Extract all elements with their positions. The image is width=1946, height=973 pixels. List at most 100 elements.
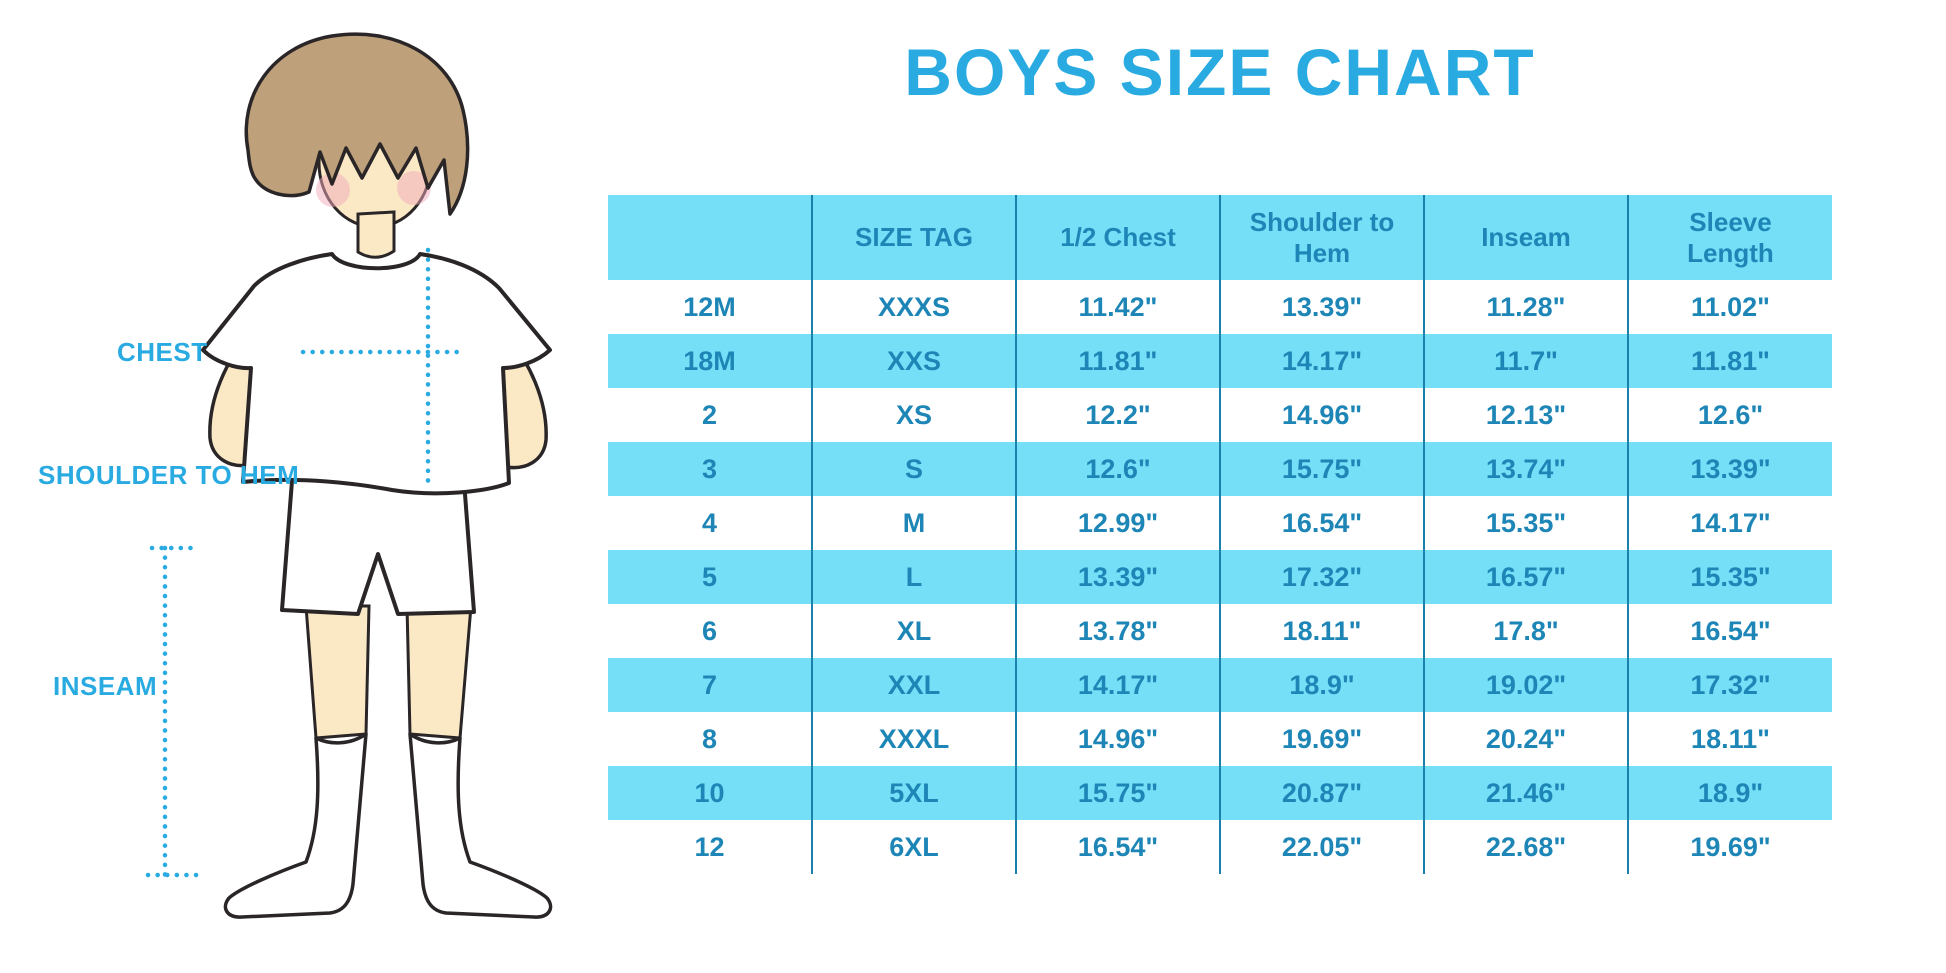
col-header-inseam: Inseam — [1423, 195, 1628, 280]
value-cell: 11.02" — [1627, 280, 1832, 334]
size-cell: 12 — [694, 831, 725, 862]
size-cell: 10 — [694, 777, 725, 808]
value-cell: 21.46" — [1423, 766, 1628, 820]
value-cell: 20.24" — [1423, 712, 1628, 766]
boy-measurement-diagram: CHEST SHOULDER TO HEM INSEAM — [0, 0, 580, 973]
boy-legs — [304, 604, 473, 740]
size-cell: 7 — [701, 669, 718, 700]
col-header-blank — [608, 195, 812, 280]
value-cell: XXL — [811, 658, 1016, 712]
value-cell: 22.05" — [1219, 820, 1424, 874]
value-cell: 19.69" — [1219, 712, 1424, 766]
table-row: 12M XXXS 11.42" 13.39" 11.28" 11.02" — [608, 280, 1832, 334]
value-cell: 16.54" — [1219, 496, 1424, 550]
value-cell: 13.78" — [1015, 604, 1220, 658]
value-cell: 12.13" — [1423, 388, 1628, 442]
value-cell: 13.39" — [1219, 280, 1424, 334]
value-cell: S — [811, 442, 1016, 496]
col-header-sleeve-length: Sleeve Length — [1627, 195, 1832, 280]
value-cell: 13.39" — [1627, 442, 1832, 496]
chest-label: CHEST — [117, 337, 208, 367]
value-cell: 11.7" — [1423, 334, 1628, 388]
value-cell: XXS — [811, 334, 1016, 388]
value-cell: 16.54" — [1627, 604, 1832, 658]
value-cell: 11.42" — [1015, 280, 1220, 334]
blush-right — [397, 171, 431, 205]
value-cell: 18.11" — [1627, 712, 1832, 766]
col-header-size-tag: SIZE TAG — [811, 195, 1016, 280]
table-row: 18M XXS 11.81" 14.17" 11.7" 11.81" — [608, 334, 1832, 388]
value-cell: 11.28" — [1423, 280, 1628, 334]
value-cell: 13.39" — [1015, 550, 1220, 604]
value-cell: 17.8" — [1423, 604, 1628, 658]
size-table: SIZE TAG 1/2 Chest Shoulder to Hem Inseam Sl… — [608, 195, 1832, 874]
size-cell: 8 — [701, 723, 718, 754]
value-cell: 6XL — [811, 820, 1016, 874]
value-cell: 17.32" — [1627, 658, 1832, 712]
col-header-shoulder-to-hem: Shoulder to Hem — [1219, 195, 1424, 280]
value-cell: 15.35" — [1627, 550, 1832, 604]
value-cell: 19.02" — [1423, 658, 1628, 712]
value-cell: 14.96" — [1219, 388, 1424, 442]
size-cell: 6 — [701, 615, 718, 646]
table-row: 7 XXL 14.17" 18.9" 19.02" 17.32" — [608, 658, 1832, 712]
value-cell: 16.57" — [1423, 550, 1628, 604]
value-cell: 14.17" — [1015, 658, 1220, 712]
value-cell: M — [811, 496, 1016, 550]
boy-hair — [244, 32, 470, 216]
value-cell: L — [811, 550, 1016, 604]
table-row: 5 L 13.39" 17.32" 16.57" 15.35" — [608, 550, 1832, 604]
value-cell: XL — [811, 604, 1016, 658]
table-row: 4 M 12.99" 16.54" 15.35" 14.17" — [608, 496, 1832, 550]
size-cell: 4 — [701, 507, 718, 538]
value-cell: 18.9" — [1627, 766, 1832, 820]
value-cell: 14.17" — [1627, 496, 1832, 550]
boy-neck — [356, 210, 396, 259]
value-cell: 14.17" — [1219, 334, 1424, 388]
value-cell: 11.81" — [1015, 334, 1220, 388]
size-cell: 12M — [683, 291, 736, 322]
value-cell: 14.96" — [1015, 712, 1220, 766]
value-cell: 12.2" — [1015, 388, 1220, 442]
size-cell: 3 — [701, 453, 718, 484]
boy-illustration — [145, 32, 553, 919]
value-cell: XXXL — [811, 712, 1016, 766]
table-row: 8 XXXL 14.96" 19.69" 20.24" 18.11" — [608, 712, 1832, 766]
value-cell: 18.11" — [1219, 604, 1424, 658]
value-cell: 16.54" — [1015, 820, 1220, 874]
value-cell: 15.75" — [1015, 766, 1220, 820]
value-cell: 15.35" — [1423, 496, 1628, 550]
boy-shirt — [201, 252, 552, 496]
table-row: 12 6XL 16.54" 22.05" 22.68" 19.69" — [608, 820, 1832, 874]
shoulder-to-hem-label: SHOULDER TO HEM — [38, 460, 300, 490]
boy-socks — [223, 732, 553, 919]
size-cell: 5 — [701, 561, 718, 592]
page-title: BOYS SIZE CHART — [904, 35, 1536, 109]
value-cell: 13.74" — [1423, 442, 1628, 496]
value-cell: 20.87" — [1219, 766, 1424, 820]
value-cell: 15.75" — [1219, 442, 1424, 496]
header-row: SIZE TAG 1/2 Chest Shoulder to Hem Inseam Sl… — [608, 195, 1832, 280]
col-header-1-2-chest: 1/2 Chest — [1015, 195, 1220, 280]
table-row: 3 S 12.6" 15.75" 13.74" 13.39" — [608, 442, 1832, 496]
value-cell: 18.9" — [1219, 658, 1424, 712]
value-cell: 17.32" — [1219, 550, 1424, 604]
value-cell: 5XL — [811, 766, 1016, 820]
value-cell: XXXS — [811, 280, 1016, 334]
table-row: 2 XS 12.2" 14.96" 12.13" 12.6" — [608, 388, 1832, 442]
table-row: 6 XL 13.78" 18.11" 17.8" 16.54" — [608, 604, 1832, 658]
size-cell: 18M — [683, 345, 736, 376]
size-cell: 2 — [701, 399, 718, 430]
value-cell: 11.81" — [1627, 334, 1832, 388]
value-cell: 12.6" — [1015, 442, 1220, 496]
value-cell: 12.6" — [1627, 388, 1832, 442]
table-row: 10 5XL 15.75" 20.87" 21.46" 18.9" — [608, 766, 1832, 820]
value-cell: 22.68" — [1423, 820, 1628, 874]
value-cell: 12.99" — [1015, 496, 1220, 550]
value-cell: 19.69" — [1627, 820, 1832, 874]
value-cell: XS — [811, 388, 1016, 442]
blush-left — [316, 173, 350, 207]
inseam-label: INSEAM — [53, 671, 158, 701]
size-table-body: 12M XXXS 11.42" 13.39" 11.28" 11.02" 18M XXS 11.… — [608, 280, 1832, 874]
